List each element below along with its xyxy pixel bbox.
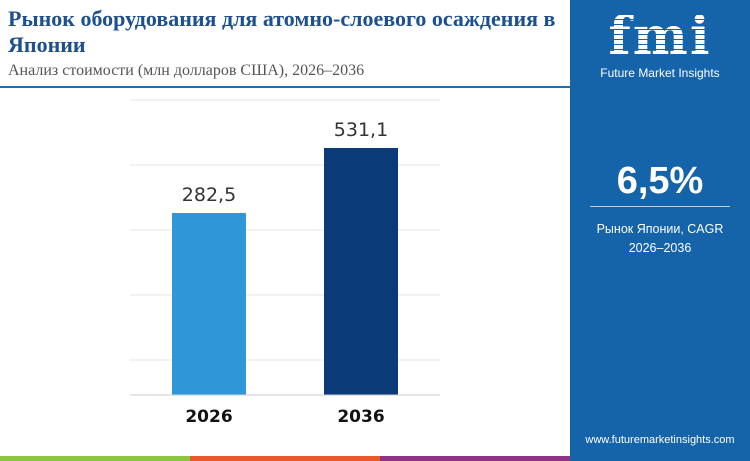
stripe-purple [380, 456, 570, 461]
cagr-label-line1: Рынок Японии, CAGR [596, 222, 724, 236]
page-title: Рынок оборудования для атомно-слоевого о… [8, 6, 556, 57]
brand-name: Future Market Insights [600, 66, 720, 80]
x-tick-label: 2036 [337, 407, 384, 427]
logo-mark: fmi [570, 10, 750, 64]
divider [0, 86, 570, 88]
bar-2036 [324, 148, 398, 395]
page-subtitle: Анализ стоимости (млн долларов США), 202… [8, 62, 365, 79]
panel-divider [590, 206, 730, 207]
cagr-value: 6,5% [616, 160, 704, 202]
fmi-logo: fmi Future Market Insights [570, 10, 750, 81]
cagr-label-line2: 2026–2036 [628, 241, 692, 255]
cagr-label: Рынок Японии, CAGR 2026–2036 [570, 220, 750, 258]
data-label: 531,1 [334, 119, 388, 141]
bar-2026 [172, 213, 246, 395]
side-panel: fmi Future Market Insights 6,5% Рынок Яп… [570, 0, 750, 461]
website-link[interactable]: www.futuremarketinsights.com [585, 434, 735, 446]
bar-chart: 282,5 2026 531,1 2036 [130, 99, 440, 427]
stripe-green [0, 456, 190, 461]
data-label: 282,5 [182, 184, 236, 206]
x-tick-label: 2026 [185, 407, 232, 427]
stripe-orange [190, 456, 380, 461]
